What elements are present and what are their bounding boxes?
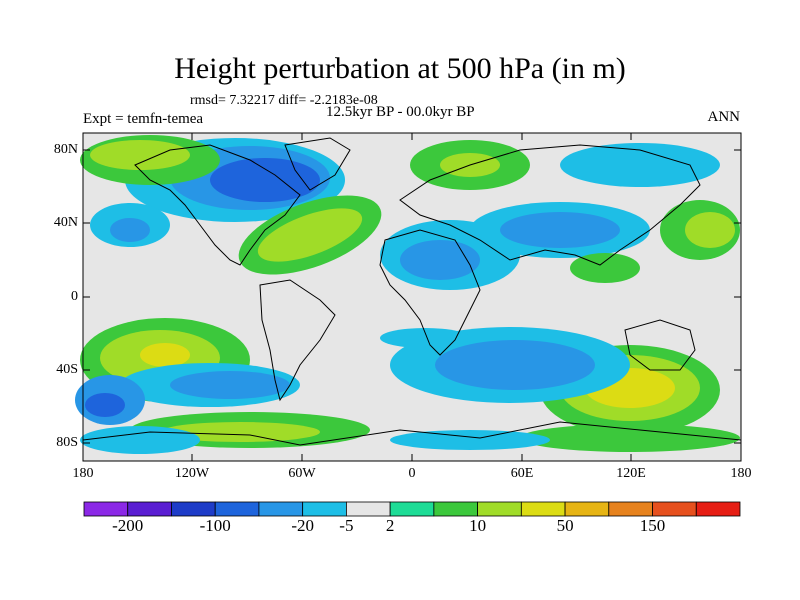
antarctica-outline — [82, 421, 742, 446]
colorbar-label: -5 — [339, 516, 354, 535]
colorbar-swatch — [477, 501, 522, 517]
colorbar-swatch — [258, 501, 304, 517]
experiment-label: Expt = temfn-temea — [83, 111, 204, 127]
colorbar-swatch — [345, 501, 391, 517]
colorbar-label: 2 — [385, 516, 395, 535]
colorbar-swatch — [520, 501, 566, 517]
colorbar-label: -100 — [199, 516, 231, 535]
colorbar-label: 50 — [556, 516, 574, 535]
colorbar-swatch — [652, 501, 697, 517]
colorbar-label: -20 — [291, 516, 314, 535]
lon-tick-label: 60E — [510, 466, 534, 481]
africa-outline — [379, 229, 481, 356]
colorbar-swatch — [302, 501, 347, 517]
colorbar-swatch — [171, 501, 216, 517]
north-america-outline — [134, 144, 301, 266]
australia-outline — [624, 319, 696, 371]
season-label: ANN — [707, 109, 741, 125]
colorbar-swatch — [608, 501, 653, 517]
lon-tick-label: 0 — [408, 466, 416, 481]
lat-tick-label: 80N — [53, 142, 78, 157]
lat-tick-label: 80S — [56, 435, 78, 450]
period-label: 12.5kyr BP - 00.0kyr BP — [326, 104, 475, 120]
lon-tick-label: 60W — [288, 466, 316, 481]
colorbar-label: 10 — [469, 516, 487, 535]
colorbar-swatch — [214, 501, 260, 517]
lon-tick-label: 120E — [616, 466, 646, 481]
lat-tick-label: 40S — [56, 362, 78, 377]
lon-tick-label: 180 — [730, 466, 752, 481]
rmsd-stats: rmsd= 7.32217 diff= -2.2183e-08 — [190, 93, 378, 108]
colorbar-label: -200 — [112, 516, 144, 535]
colorbar-swatch — [83, 501, 129, 517]
south-america-outline — [259, 279, 336, 402]
axis-ticks — [83, 133, 741, 461]
lon-tick-label: 120W — [174, 466, 210, 481]
lon-tick-label: 180 — [72, 466, 94, 481]
colorbar-swatch — [389, 501, 435, 517]
colorbar-label: 150 — [639, 516, 666, 535]
colorbar-swatch — [127, 501, 172, 517]
colorbar-swatch — [564, 501, 610, 517]
page-title: Height perturbation at 500 hPa (in m) — [174, 52, 626, 85]
lat-tick-label: 0 — [71, 289, 78, 304]
coastlines — [82, 137, 742, 446]
colorbar-swatch — [433, 501, 479, 517]
colorbar-swatch — [695, 501, 741, 517]
lat-tick-label: 40N — [53, 215, 78, 230]
eurasia-outline — [399, 144, 701, 266]
greenland-outline — [284, 137, 351, 191]
